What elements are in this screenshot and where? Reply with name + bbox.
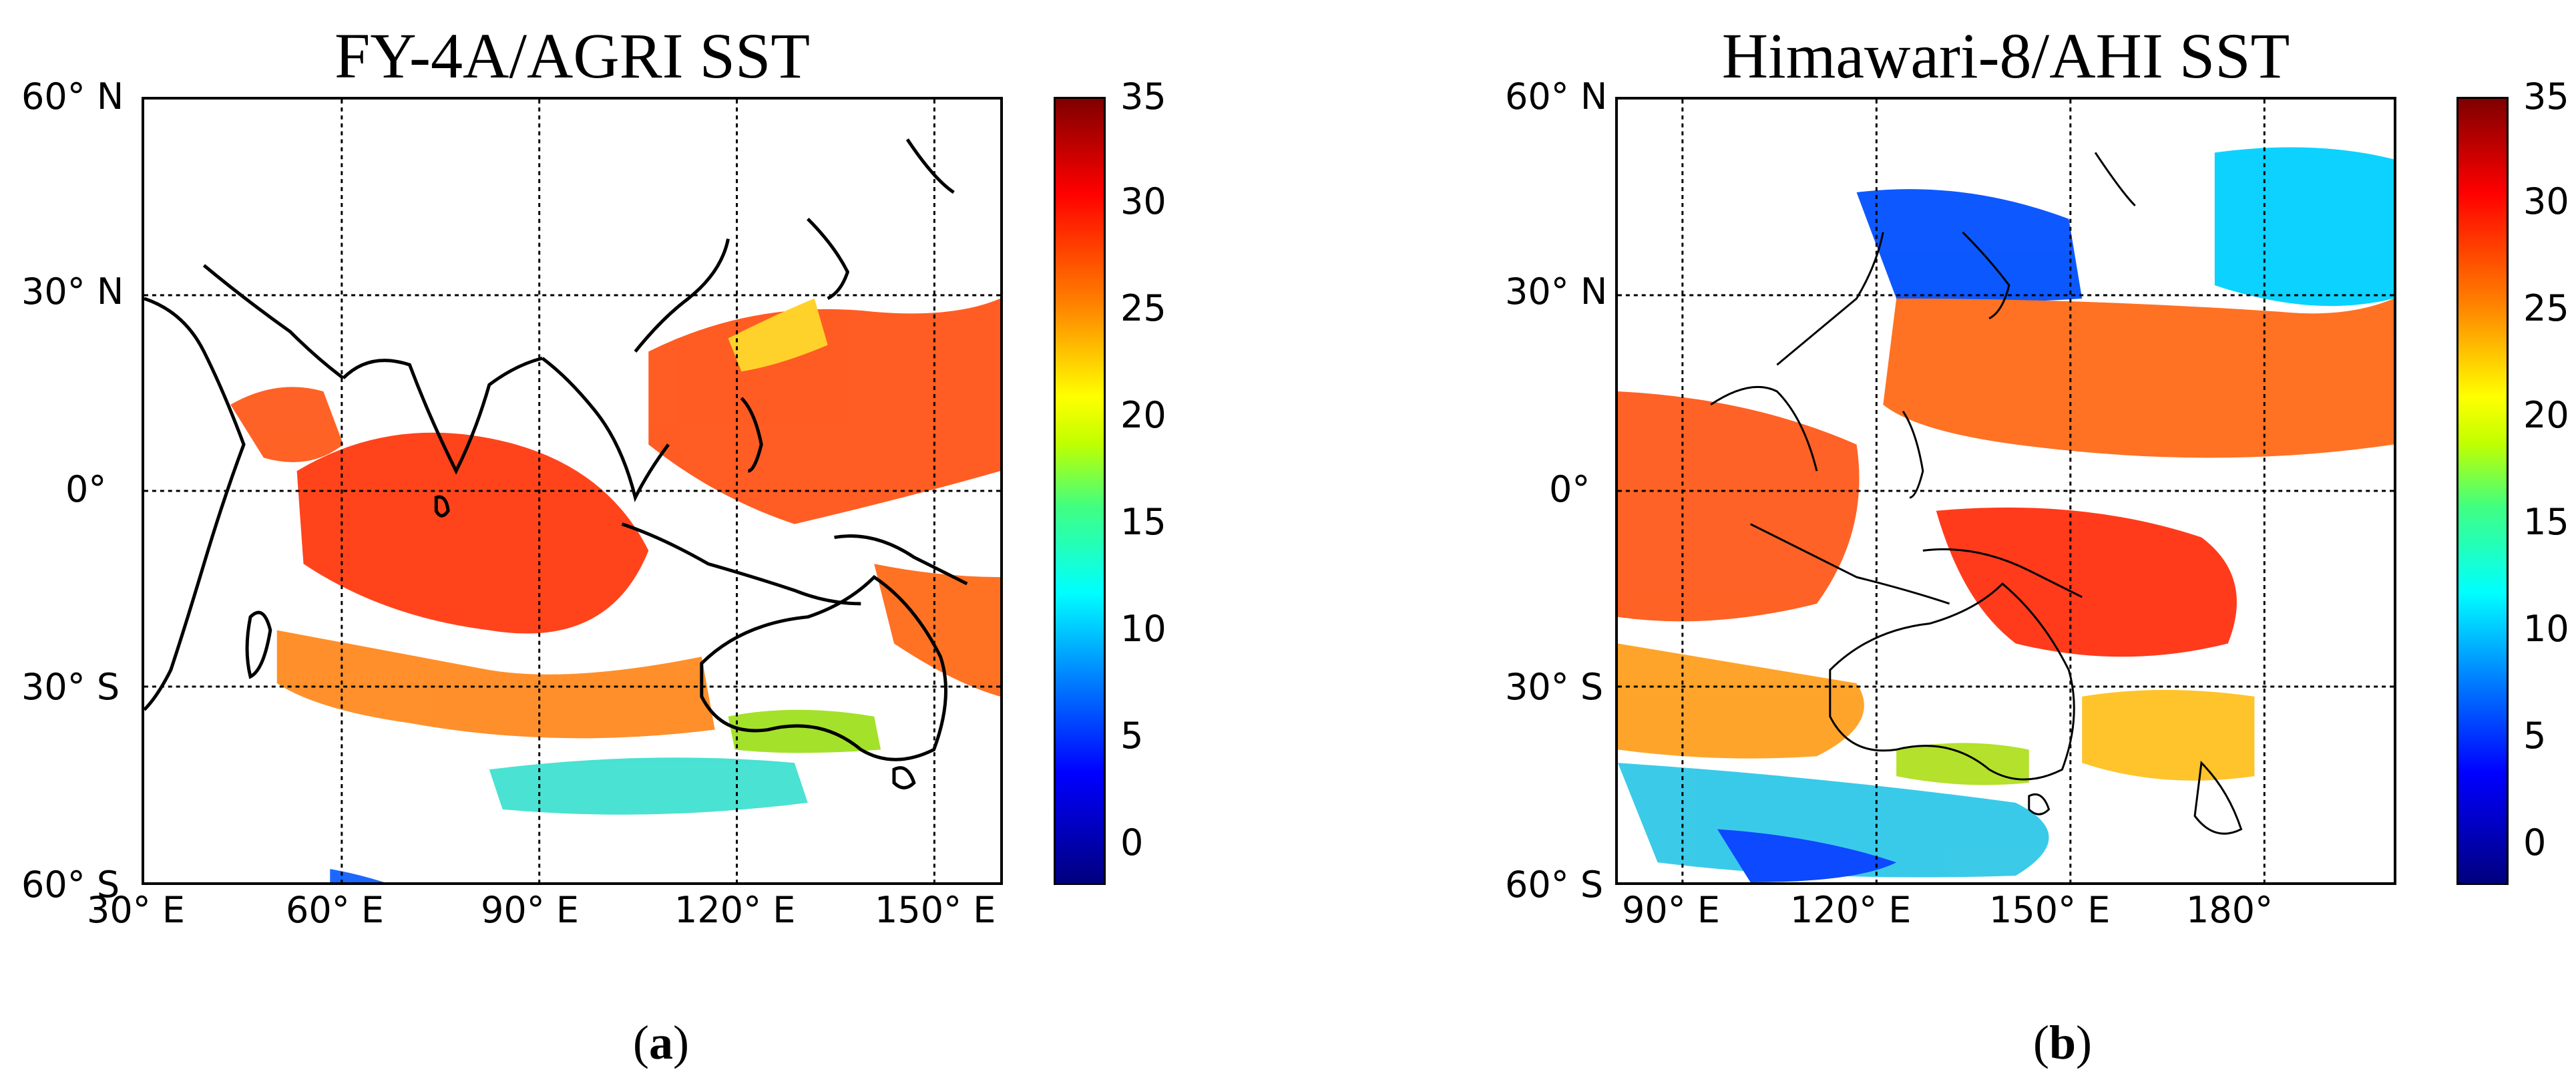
lon-label-60e: 60° E: [286, 889, 384, 931]
lon-label-150e: 150° E: [875, 889, 996, 931]
sst-region-east-asia: [728, 298, 828, 372]
coastline-japan: [1962, 231, 2010, 320]
colorbar-tick-15: 15: [1120, 501, 1166, 543]
coastline-australia: [700, 574, 947, 761]
lat-label-eq: 0°: [65, 468, 107, 510]
coastline-china: [1776, 232, 1884, 366]
colorbar-tick-25: 25: [2523, 287, 2569, 329]
coastline-philippines: [740, 397, 763, 473]
lon-label-120e: 120° E: [674, 889, 796, 931]
colorbar-tick-10: 10: [1120, 608, 1166, 650]
sst-region-northeast-pacific: [2214, 147, 2394, 307]
lon-label-90e: 90° E: [1622, 889, 1720, 931]
lat-label-60s: 60° S: [1505, 864, 1604, 906]
sst-region-arabian-sea: [230, 387, 344, 462]
colorbar-tick-0: 0: [1120, 822, 1144, 864]
coastline-tasmania: [2028, 793, 2051, 815]
lon-label-30e: 30° E: [87, 889, 185, 931]
lat-label-60s: 60° S: [21, 864, 120, 906]
sst-region-south-indian: [1618, 643, 1864, 759]
sst-region-north-pacific: [1856, 189, 2083, 302]
sst-region-coral-sea: [874, 564, 1000, 697]
map-title: Himawari-8/AHI SST: [1721, 20, 2290, 92]
colorbar-tick-30: 30: [1120, 180, 1166, 222]
coastline-kamchatka: [2094, 152, 2136, 206]
sst-region-tasman: [2082, 689, 2255, 781]
coastline-indochina: [1710, 385, 1818, 472]
coastline-india: [342, 356, 543, 475]
coastline-indonesia: [621, 522, 861, 606]
sst-region-southern-ocean: [1618, 763, 2049, 878]
panel-caption: (b): [2032, 1016, 2092, 1069]
coastline-madagascar: [245, 610, 272, 679]
map-frame: [1615, 97, 2396, 885]
lat-label-30n: 30° N: [21, 270, 124, 313]
sst-region-south-indian: [276, 630, 715, 739]
sst-field: [230, 298, 1000, 882]
lon-label-90e: 90° E: [481, 889, 579, 931]
colorbar-tick-10: 10: [2523, 608, 2569, 650]
coastline-new-zealand: [2193, 761, 2243, 835]
sst-region-west-pacific-warm: [1936, 507, 2237, 657]
sst-field: [1618, 147, 2394, 882]
colorbar-tick-5: 5: [1120, 715, 1144, 757]
coastlines: [144, 138, 968, 789]
map-frame: [142, 97, 1003, 885]
colorbar-tick-35: 35: [1120, 75, 1166, 118]
map-title: FY-4A/AGRI SST: [334, 20, 811, 92]
panel-a: FY-4A/AGRI SST: [21, 20, 1166, 1069]
coastlines: [1710, 152, 2243, 835]
coastline-japan: [807, 218, 850, 301]
coastline-indochina: [541, 357, 670, 503]
coastline-arabia: [202, 264, 345, 380]
colorbar: [1054, 97, 1106, 885]
colorbar-tick-0: 0: [2523, 822, 2547, 864]
lon-label-180: 180°: [2186, 889, 2274, 931]
sst-region-subtropical: [1883, 298, 2394, 458]
coastline-sri-lanka: [434, 495, 450, 518]
sst-region-indian-ocean: [296, 432, 649, 634]
sst-region-australia-south: [728, 709, 881, 753]
lat-label-60n: 60° N: [1505, 75, 1608, 118]
coastline-kamchatka: [905, 138, 955, 194]
lat-label-30s: 30° S: [1505, 666, 1604, 708]
colorbar: [2456, 97, 2509, 885]
lat-label-30n: 30° N: [1505, 270, 1608, 313]
coastline-new-guinea: [1922, 548, 2083, 598]
coastline-tasmania: [892, 766, 916, 789]
sst-map-b: [1618, 100, 2394, 882]
coastline-indonesia: [1749, 523, 1950, 605]
colorbar-tick-30: 30: [2523, 180, 2569, 222]
sst-region-southern-cold: [1717, 829, 1897, 882]
lat-label-30s: 30° S: [21, 666, 120, 708]
sst-region-australia-south: [1896, 743, 2029, 785]
lat-label-60n: 60° N: [21, 75, 124, 118]
gridlines: [1618, 100, 2394, 882]
lat-label-eq: 0°: [1549, 468, 1590, 510]
sst-region-indian-ocean: [1618, 391, 1860, 622]
colorbar-tick-20: 20: [2523, 394, 2569, 436]
colorbar-tick-5: 5: [2523, 715, 2547, 757]
coastline-philippines: [1902, 410, 1924, 499]
lon-label-150e: 150° E: [1989, 889, 2111, 931]
lon-label-120e: 120° E: [1790, 889, 1912, 931]
coastline-china: [634, 238, 730, 353]
sst-region-far-south: [330, 869, 385, 882]
coastline-new-guinea: [834, 534, 968, 586]
sst-map-a: [144, 100, 1000, 882]
panel-caption: (a): [633, 1016, 689, 1069]
coastline-africa: [144, 297, 246, 711]
colorbar-tick-15: 15: [2523, 501, 2569, 543]
panel-b: Himawari-8/AHI SST: [1288, 0, 2576, 1090]
coastline-australia: [1829, 582, 2075, 781]
colorbar-tick-35: 35: [2523, 75, 2569, 118]
colorbar-tick-25: 25: [1120, 287, 1166, 329]
gridlines: [144, 100, 1000, 882]
sst-region-cool-south: [489, 757, 808, 815]
colorbar-tick-20: 20: [1120, 394, 1166, 436]
